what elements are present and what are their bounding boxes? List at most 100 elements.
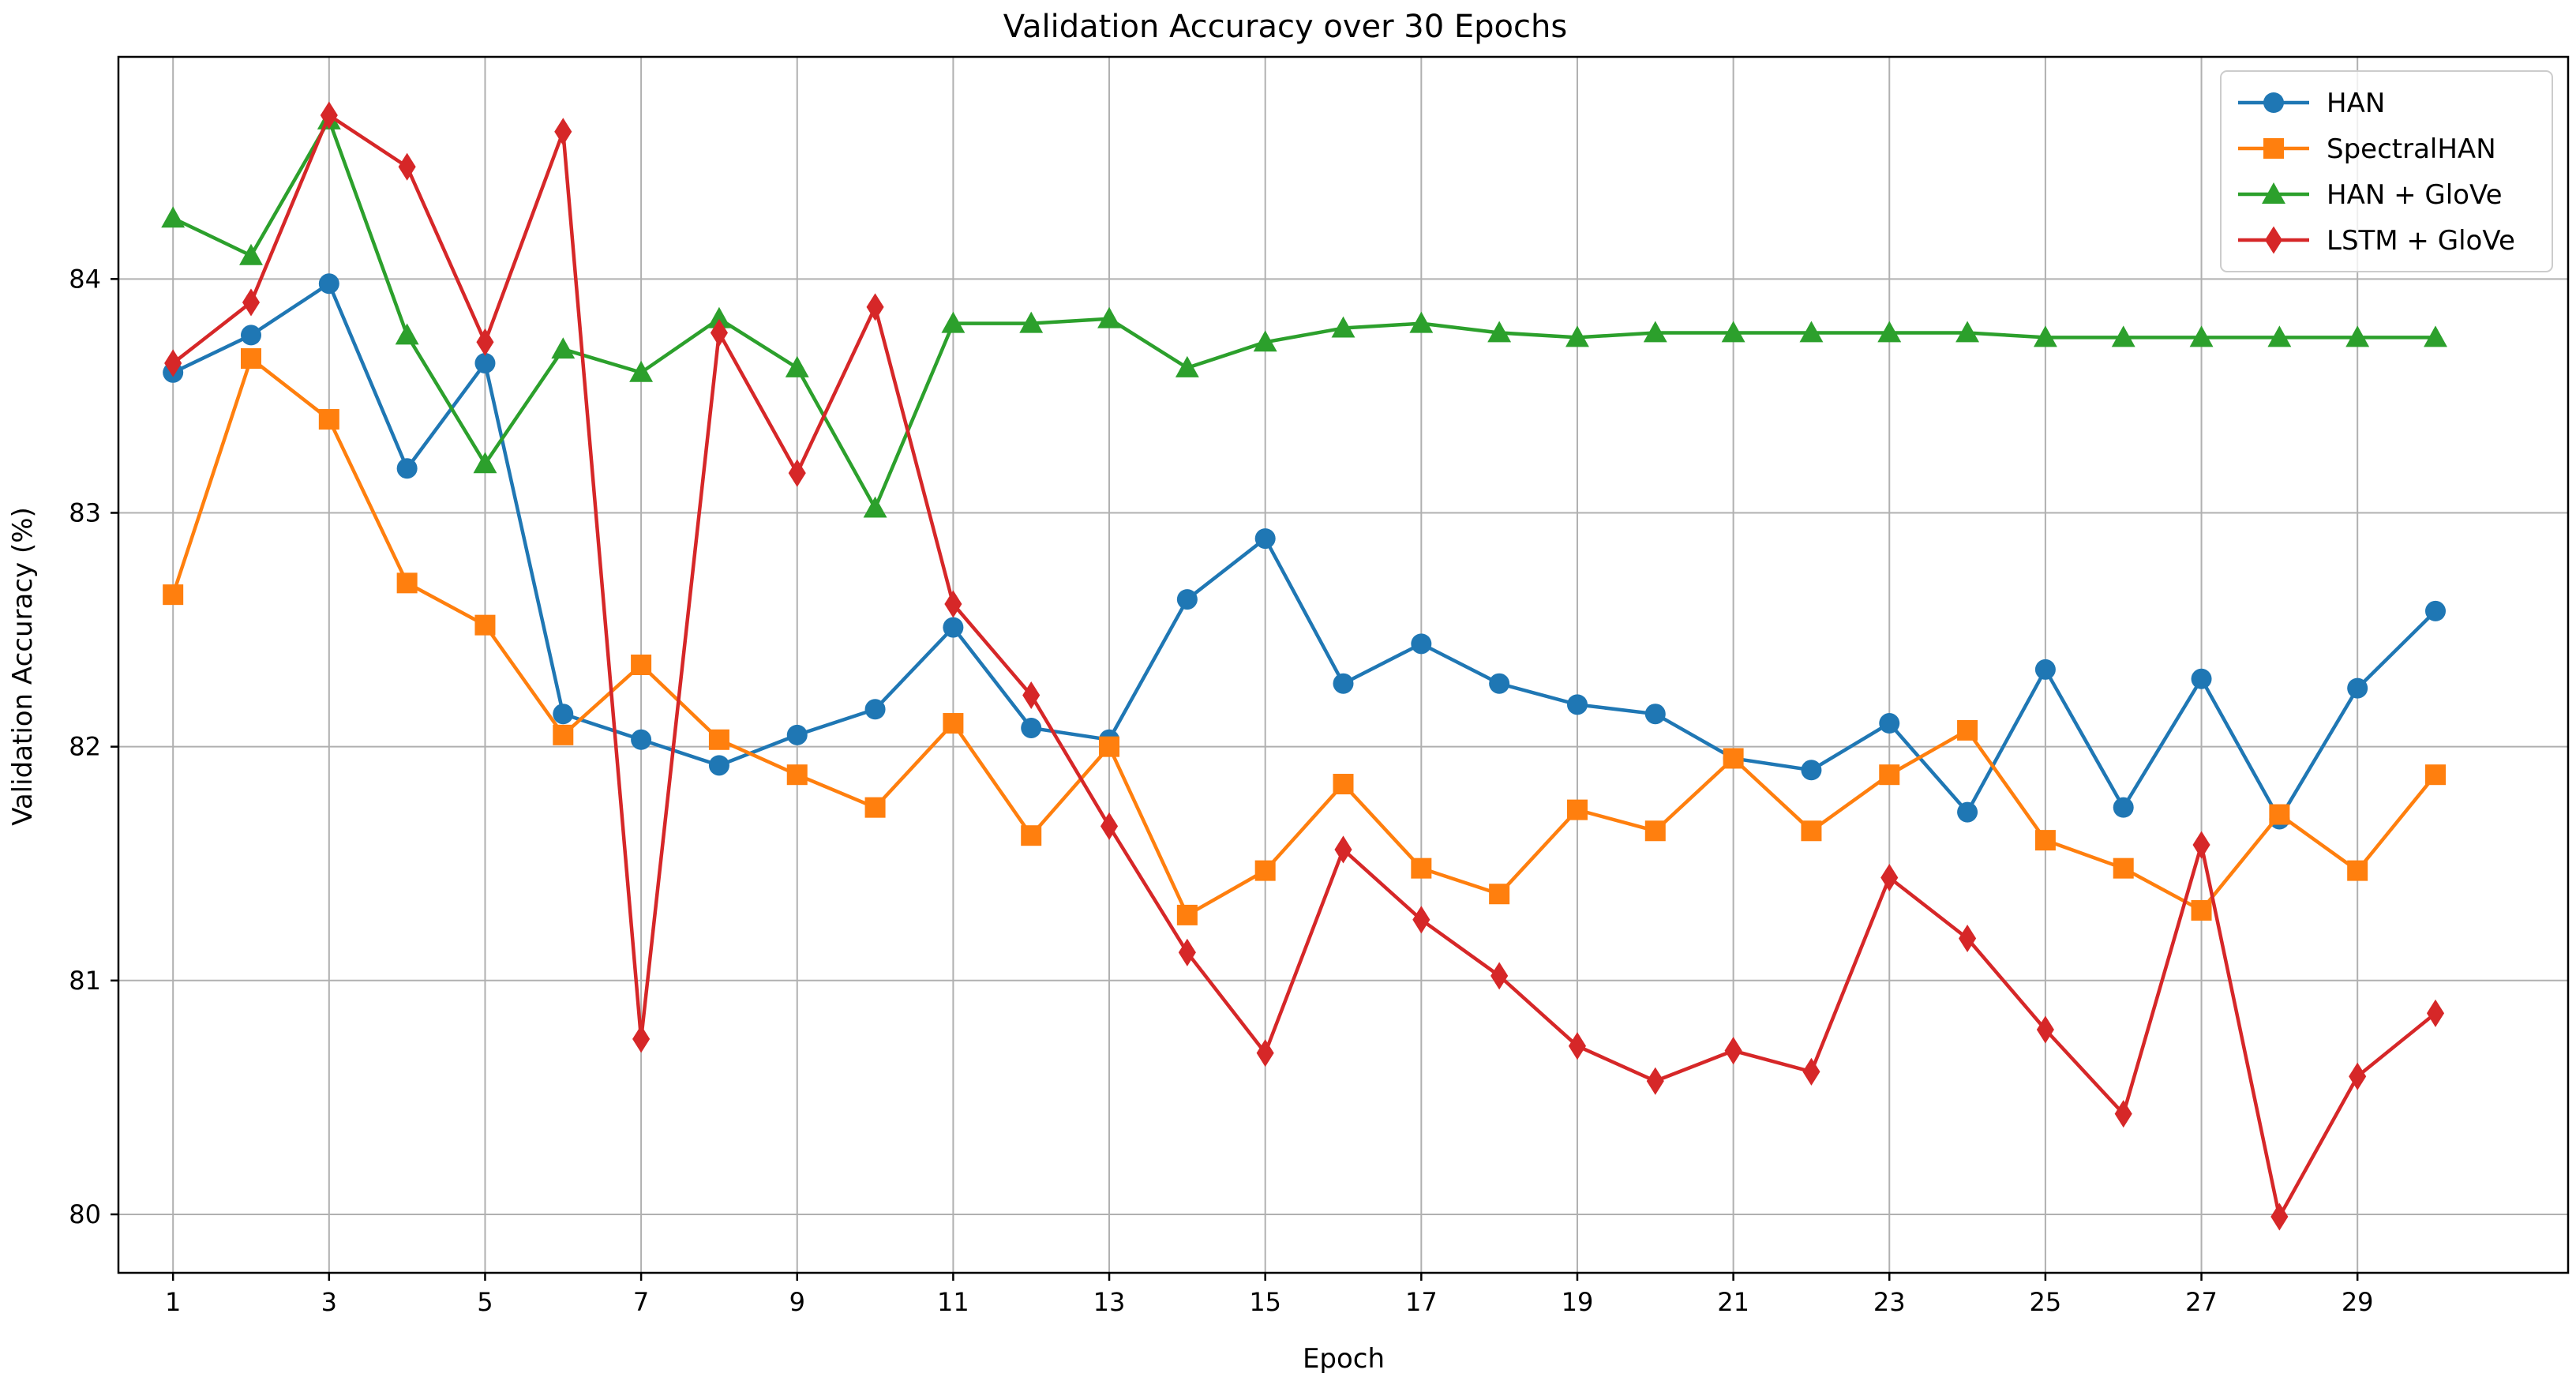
data-point-triangle <box>1487 321 1512 343</box>
series-line-han-glove <box>171 118 2438 510</box>
data-point-triangle <box>2262 182 2285 204</box>
data-point-circle <box>1566 694 1588 715</box>
data-point-circle <box>1489 673 1510 694</box>
data-point-square <box>396 572 418 594</box>
data-point-square <box>553 724 574 745</box>
data-point-square <box>1254 860 1276 881</box>
data-point-square <box>2034 830 2056 851</box>
data-point-square <box>1644 820 1666 842</box>
data-point-diamond <box>1412 906 1430 934</box>
data-point-square <box>2269 804 2290 825</box>
legend-label: SpectralHAN <box>2327 133 2496 165</box>
x-tick-label: 5 <box>477 1287 493 1317</box>
data-point-circle <box>943 617 964 638</box>
x-tick-label: 3 <box>321 1287 337 1317</box>
data-point-triangle <box>1877 321 1902 343</box>
x-tick-label: 23 <box>1873 1287 1906 1317</box>
data-point-diamond <box>632 1025 651 1053</box>
data-point-circle <box>1254 528 1276 550</box>
legend-entry: HAN + GloVe <box>2238 179 2503 211</box>
data-point-diamond <box>1256 1039 1274 1068</box>
data-point-diamond <box>2270 1203 2289 1231</box>
data-point-triangle <box>1409 311 1434 333</box>
data-point-triangle <box>785 355 809 377</box>
data-point-circle <box>553 704 574 725</box>
data-point-diamond <box>1646 1067 1664 1095</box>
x-tick-label: 15 <box>1249 1287 1281 1317</box>
data-point-circle <box>1644 704 1666 725</box>
data-point-circle <box>2191 668 2212 689</box>
data-point-diamond <box>2349 1062 2367 1090</box>
data-point-circle <box>1879 713 1900 734</box>
data-point-diamond <box>476 328 494 356</box>
data-point-diamond <box>2036 1015 2054 1044</box>
data-point-square <box>631 655 652 675</box>
data-point-triangle <box>1799 321 1824 343</box>
data-point-circle <box>2347 677 2368 699</box>
data-point-diamond <box>2192 831 2210 859</box>
data-point-diamond <box>1959 924 1977 953</box>
data-point-triangle <box>551 337 576 359</box>
data-point-square <box>1021 825 1042 846</box>
plot-frame <box>117 55 2570 1274</box>
data-point-square <box>2347 860 2368 881</box>
data-point-triangle <box>239 243 263 265</box>
y-tick-label: 83 <box>69 498 101 528</box>
data-point-triangle <box>1097 306 1121 328</box>
data-point-square <box>943 713 964 734</box>
x-tick-label: 13 <box>1093 1287 1126 1317</box>
data-point-circle <box>2425 600 2447 621</box>
grid-lines <box>118 57 2568 1273</box>
data-point-circle <box>396 458 418 479</box>
x-axis-label: Epoch <box>1303 1343 1385 1375</box>
series-line-lstm-glove <box>171 113 2438 1219</box>
data-point-triangle <box>707 306 731 328</box>
data-point-diamond <box>2264 226 2283 254</box>
data-point-diamond <box>1100 812 1119 840</box>
data-point-triangle <box>1721 321 1745 343</box>
y-tick-label: 84 <box>69 264 101 294</box>
data-point-circle <box>318 273 339 295</box>
data-point-circle <box>240 325 261 346</box>
legend: HAN SpectralHAN HAN + GloVe LSTM + GloVe <box>2220 70 2553 272</box>
data-point-square <box>1099 736 1120 757</box>
legend-box <box>2220 70 2553 272</box>
x-tick-label: 11 <box>937 1287 969 1317</box>
data-point-diamond <box>944 590 962 618</box>
data-point-square <box>1176 904 1198 925</box>
data-point-diamond <box>164 349 182 377</box>
y-tick-label: 80 <box>69 1199 101 1229</box>
data-point-triangle <box>2111 325 2135 347</box>
data-point-square <box>474 614 496 636</box>
data-point-triangle <box>863 496 887 518</box>
data-point-square <box>240 348 261 370</box>
series-spectralhan <box>163 348 2447 925</box>
x-tick-label: 17 <box>1405 1287 1438 1317</box>
data-point-square <box>1566 799 1588 820</box>
chart-title: Validation Accuracy over 30 Epochs <box>1003 9 1567 45</box>
x-tick-label: 1 <box>165 1287 181 1317</box>
data-point-diamond <box>710 318 728 347</box>
data-point-triangle <box>2033 325 2057 347</box>
data-point-square <box>1801 820 1822 842</box>
data-point-square <box>2113 857 2134 879</box>
data-point-triangle <box>1565 325 1589 347</box>
data-point-triangle <box>395 323 419 345</box>
x-tick-label: 25 <box>2030 1287 2062 1317</box>
data-point-diamond <box>1880 863 1899 892</box>
data-point-triangle <box>2189 325 2214 347</box>
data-point-diamond <box>242 288 261 317</box>
data-point-square <box>864 797 886 818</box>
series-line-spectralhan <box>171 356 2438 918</box>
data-point-square <box>318 409 339 430</box>
legend-entry: LSTM + GloVe <box>2238 225 2515 257</box>
series-lines <box>161 101 2447 1231</box>
series-lstm-glove <box>164 101 2445 1231</box>
data-point-triangle <box>2267 325 2292 347</box>
data-point-square <box>2425 764 2447 786</box>
data-point-triangle <box>1019 311 1044 333</box>
data-point-circle <box>1957 801 1978 823</box>
data-point-diamond <box>398 152 416 181</box>
data-point-triangle <box>1955 321 1980 343</box>
